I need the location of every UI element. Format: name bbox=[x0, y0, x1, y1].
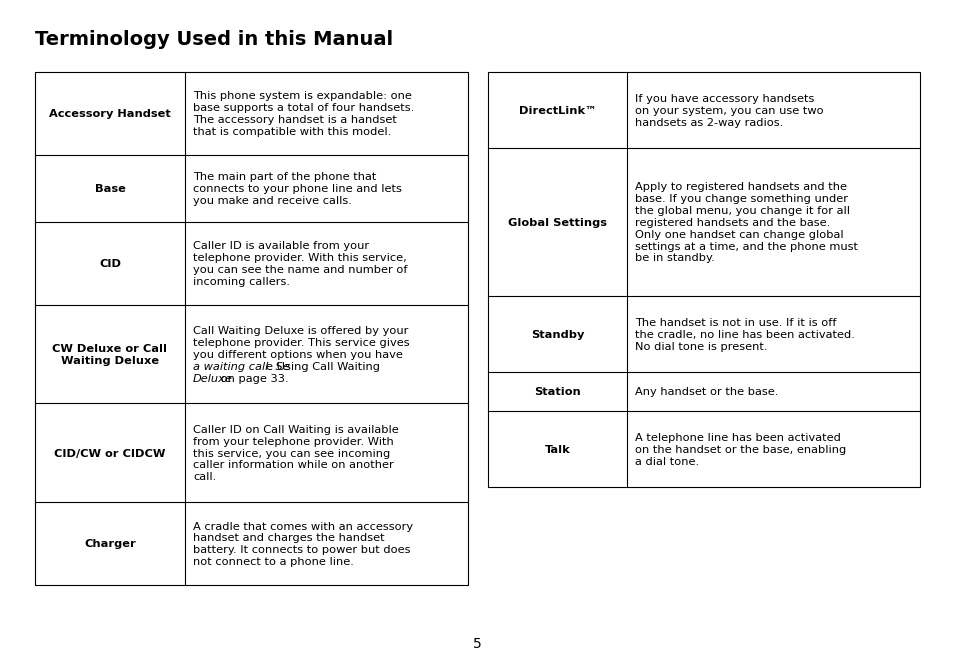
Text: registered handsets and the base.: registered handsets and the base. bbox=[635, 217, 829, 227]
Text: No dial tone is present.: No dial tone is present. bbox=[635, 342, 767, 352]
Text: Charger: Charger bbox=[84, 539, 135, 550]
Text: that is compatible with this model.: that is compatible with this model. bbox=[193, 127, 391, 137]
Text: Call Waiting Deluxe is offered by your: Call Waiting Deluxe is offered by your bbox=[193, 326, 408, 336]
Text: The main part of the phone that: The main part of the phone that bbox=[193, 172, 376, 183]
Text: Talk: Talk bbox=[544, 445, 570, 455]
Text: 5: 5 bbox=[472, 637, 481, 651]
Text: e Using Call Waiting: e Using Call Waiting bbox=[266, 362, 379, 372]
Text: base supports a total of four handsets.: base supports a total of four handsets. bbox=[193, 103, 414, 113]
Text: handsets as 2-way radios.: handsets as 2-way radios. bbox=[635, 117, 782, 127]
Text: Apply to registered handsets and the: Apply to registered handsets and the bbox=[635, 182, 846, 192]
Text: be in standby.: be in standby. bbox=[635, 254, 714, 264]
Text: CW Deluxe or Call: CW Deluxe or Call bbox=[52, 344, 168, 354]
Text: on your system, you can use two: on your system, you can use two bbox=[635, 106, 822, 115]
Text: Global Settings: Global Settings bbox=[507, 217, 606, 227]
Text: this service, you can see incoming: this service, you can see incoming bbox=[193, 449, 390, 458]
Text: you make and receive calls.: you make and receive calls. bbox=[193, 196, 352, 206]
Text: Deluxe: Deluxe bbox=[193, 374, 233, 384]
Text: The handset is not in use. If it is off: The handset is not in use. If it is off bbox=[635, 318, 836, 328]
Text: Accessory Handset: Accessory Handset bbox=[49, 109, 171, 119]
Text: not connect to a phone line.: not connect to a phone line. bbox=[193, 557, 354, 567]
Text: Standby: Standby bbox=[530, 329, 583, 340]
Bar bbox=[488, 72, 919, 487]
Text: you can see the name and number of: you can see the name and number of bbox=[193, 265, 407, 275]
Text: telephone provider. This service gives: telephone provider. This service gives bbox=[193, 338, 409, 348]
Text: a waiting call. Se: a waiting call. Se bbox=[193, 362, 290, 372]
Text: Caller ID on Call Waiting is available: Caller ID on Call Waiting is available bbox=[193, 425, 398, 435]
Text: the global menu, you change it for all: the global menu, you change it for all bbox=[635, 206, 849, 216]
Text: on page 33.: on page 33. bbox=[217, 374, 289, 384]
Text: the cradle, no line has been activated.: the cradle, no line has been activated. bbox=[635, 329, 854, 340]
Text: A telephone line has been activated: A telephone line has been activated bbox=[635, 433, 840, 443]
Text: Waiting Deluxe: Waiting Deluxe bbox=[61, 356, 159, 366]
Text: CID/CW or CIDCW: CID/CW or CIDCW bbox=[54, 449, 166, 458]
Text: CID: CID bbox=[99, 259, 121, 269]
Text: call.: call. bbox=[193, 472, 216, 482]
Text: you different options when you have: you different options when you have bbox=[193, 350, 402, 360]
Text: Station: Station bbox=[534, 387, 580, 397]
Text: The accessory handset is a handset: The accessory handset is a handset bbox=[193, 115, 396, 125]
Text: battery. It connects to power but does: battery. It connects to power but does bbox=[193, 546, 410, 556]
Text: incoming callers.: incoming callers. bbox=[193, 276, 290, 287]
Text: settings at a time, and the phone must: settings at a time, and the phone must bbox=[635, 242, 857, 252]
Text: If you have accessory handsets: If you have accessory handsets bbox=[635, 94, 814, 104]
Text: from your telephone provider. With: from your telephone provider. With bbox=[193, 437, 394, 447]
Text: base. If you change something under: base. If you change something under bbox=[635, 194, 847, 204]
Text: Any handset or the base.: Any handset or the base. bbox=[635, 387, 778, 397]
Text: on the handset or the base, enabling: on the handset or the base, enabling bbox=[635, 445, 845, 455]
Text: Only one handset can change global: Only one handset can change global bbox=[635, 229, 842, 240]
Text: caller information while on another: caller information while on another bbox=[193, 460, 394, 470]
Text: A cradle that comes with an accessory: A cradle that comes with an accessory bbox=[193, 521, 413, 531]
Text: connects to your phone line and lets: connects to your phone line and lets bbox=[193, 184, 401, 194]
Text: Base: Base bbox=[94, 184, 125, 194]
Text: Terminology Used in this Manual: Terminology Used in this Manual bbox=[35, 30, 393, 49]
Text: telephone provider. With this service,: telephone provider. With this service, bbox=[193, 253, 406, 263]
Text: This phone system is expandable: one: This phone system is expandable: one bbox=[193, 91, 412, 101]
Bar bbox=[35, 72, 468, 585]
Text: DirectLink™: DirectLink™ bbox=[518, 106, 596, 115]
Text: handset and charges the handset: handset and charges the handset bbox=[193, 533, 384, 544]
Text: a dial tone.: a dial tone. bbox=[635, 457, 699, 467]
Text: Caller ID is available from your: Caller ID is available from your bbox=[193, 241, 369, 251]
